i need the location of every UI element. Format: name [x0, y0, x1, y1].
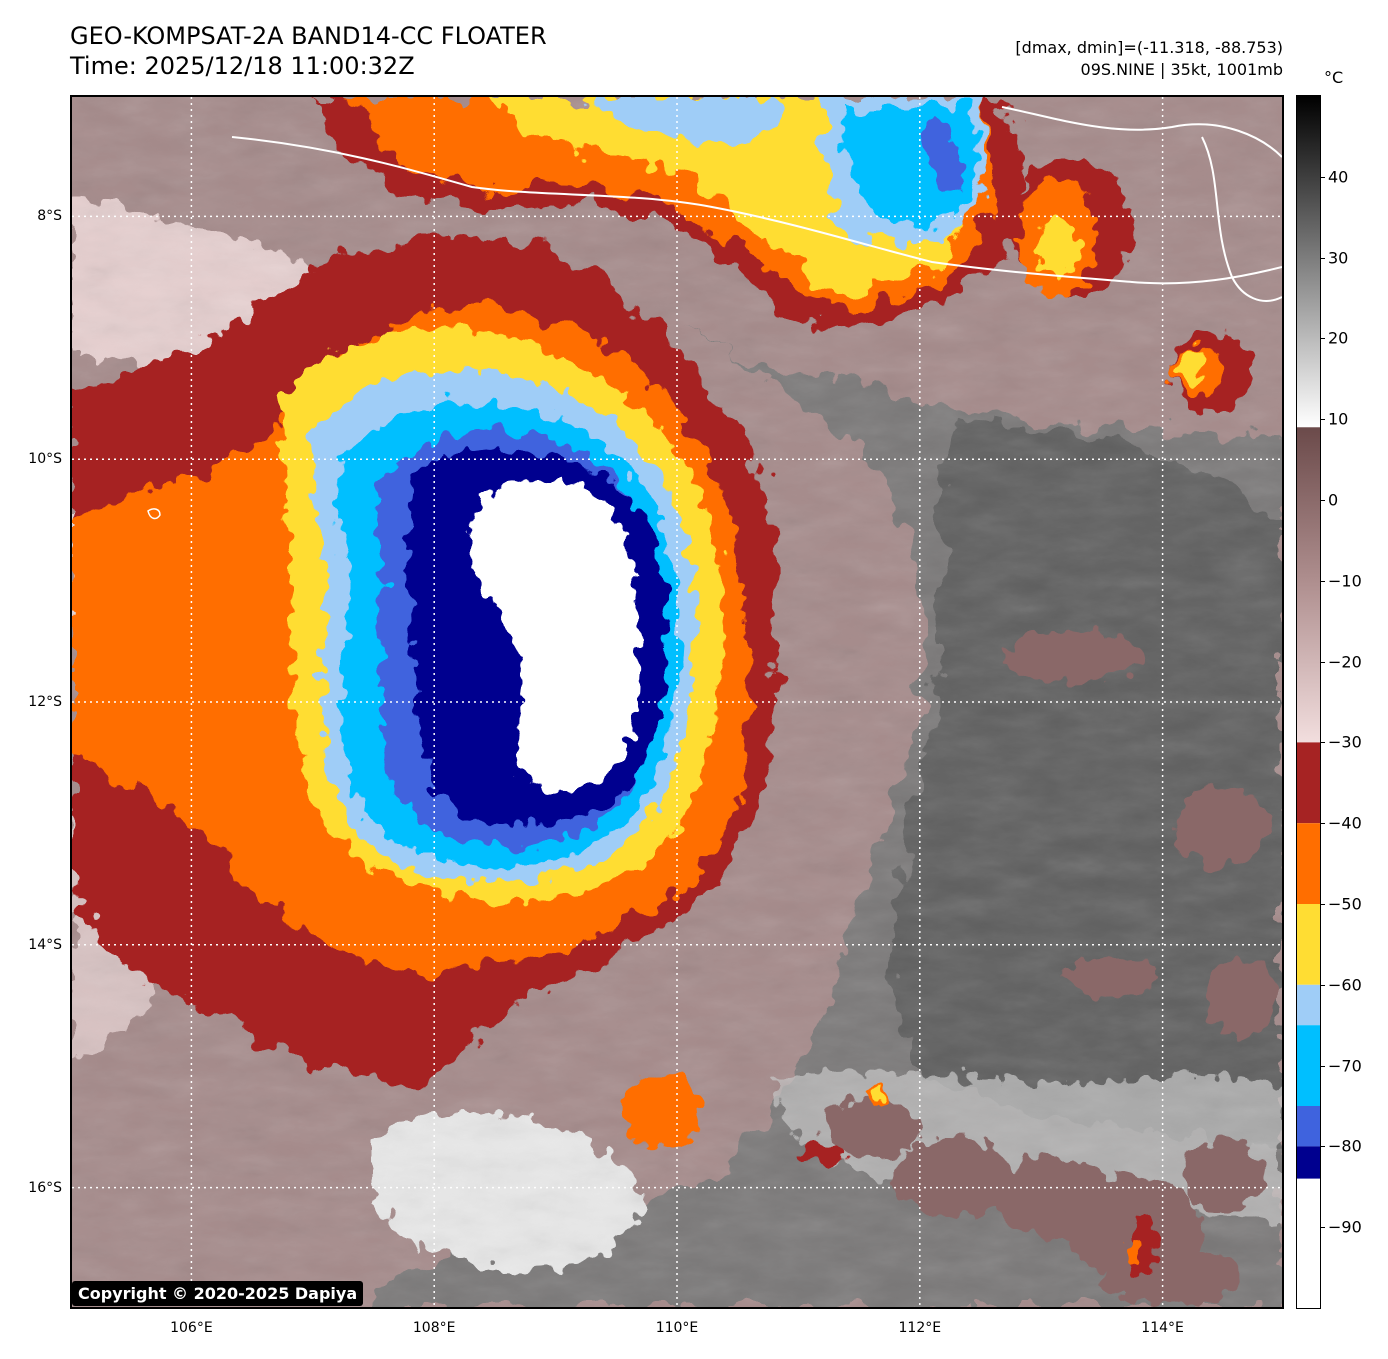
colorbar-tick-mark [1320, 661, 1325, 663]
colorbar-tick-mark [1320, 257, 1325, 259]
bali-coastline [1201, 136, 1282, 302]
copyright-badge: Copyright © 2020-2025 Dapiya [72, 1281, 364, 1306]
colorbar-svg [1297, 96, 1320, 1308]
java-coastline-north [1001, 106, 1282, 158]
colorbar-band [1297, 1106, 1320, 1147]
colorbar-tick-mark [1320, 984, 1325, 986]
colorbar-band [1297, 1178, 1320, 1308]
colorbar-tick-mark [1320, 580, 1325, 582]
cyclone-cold-core [471, 480, 640, 791]
colorbar-tick-mark [1320, 419, 1325, 421]
map-svg [72, 97, 1282, 1307]
colorbar-band [1297, 1025, 1320, 1106]
java-coastline-south [231, 136, 1282, 285]
colorbar-tick-mark [1320, 1227, 1325, 1229]
colorbar-tick-label: 30 [1328, 248, 1349, 268]
colorbar-tick-label: −50 [1328, 894, 1362, 914]
lon-label: 112°E [898, 1320, 942, 1336]
colorbar [1296, 95, 1321, 1309]
colorbar-tick-mark [1320, 338, 1325, 340]
title-line-1: GEO-KOMPSAT-2A BAND14-CC FLOATER [70, 22, 547, 50]
range-text: [dmax, dmin]=(-11.318, -88.753) [1015, 38, 1283, 57]
colorbar-tick-mark [1320, 742, 1325, 744]
colorbar-band [1297, 984, 1320, 1026]
colorbar-tick-label: 20 [1328, 328, 1349, 348]
colorbar-tick-label: −80 [1328, 1136, 1362, 1156]
satellite-map[interactable] [70, 95, 1284, 1309]
north-cloud-blue [923, 117, 963, 191]
lon-label: 110°E [655, 1320, 699, 1336]
lon-label: 106°E [170, 1320, 213, 1336]
storm-text: 09S.NINE | 35kt, 1001mb [1080, 60, 1283, 79]
colorbar-tick-label: −60 [1328, 975, 1362, 995]
colorbar-unit: °C [1324, 68, 1344, 87]
colorbar-fill [1297, 96, 1320, 1308]
colorbar-warm-gradient [1297, 96, 1320, 428]
colorbar-tick-label: −30 [1328, 732, 1362, 752]
colorbar-tick-label: 10 [1328, 409, 1349, 429]
colorbar-tick-label: 0 [1328, 490, 1339, 510]
lon-label: 114°E [1141, 1320, 1184, 1336]
colorbar-tick-label: −70 [1328, 1056, 1362, 1076]
small-orange-patches [622, 177, 1222, 1267]
colorbar-tick-mark [1320, 176, 1325, 178]
lat-label: 16°S [28, 1179, 62, 1196]
north-cloud-lightblue-w [592, 97, 776, 144]
colorbar-band [1297, 742, 1320, 824]
colorbar-tick-label: −40 [1328, 813, 1362, 833]
colorbar-tick-mark [1320, 1146, 1325, 1148]
colorbar-mid-gradient [1297, 427, 1320, 743]
colorbar-tick-label: −90 [1328, 1217, 1362, 1237]
colorbar-tick-label: −20 [1328, 652, 1362, 672]
colorbar-band [1297, 1146, 1320, 1179]
graticule [72, 97, 1282, 1307]
lat-label: 8°S [37, 208, 62, 225]
lat-label: 14°S [28, 936, 62, 953]
small-yellow-patches [872, 217, 1206, 1102]
colorbar-tick-mark [1320, 904, 1325, 905]
lat-label: 12°S [28, 694, 62, 710]
colorbar-tick-mark [1320, 823, 1325, 825]
colorbar-tick-mark [1320, 1065, 1325, 1067]
colorbar-tick-mark [1320, 500, 1325, 501]
colorbar-band [1297, 904, 1320, 985]
colorbar-tick-label: 40 [1328, 167, 1349, 187]
lat-label: 10°S [28, 451, 62, 468]
title-line-2: Time: 2025/12/18 11:00:32Z [70, 52, 415, 80]
lon-label: 108°E [412, 1320, 456, 1336]
colorbar-band [1297, 823, 1320, 904]
christmas-island [147, 508, 161, 520]
colorbar-tick-label: −10 [1328, 571, 1362, 591]
